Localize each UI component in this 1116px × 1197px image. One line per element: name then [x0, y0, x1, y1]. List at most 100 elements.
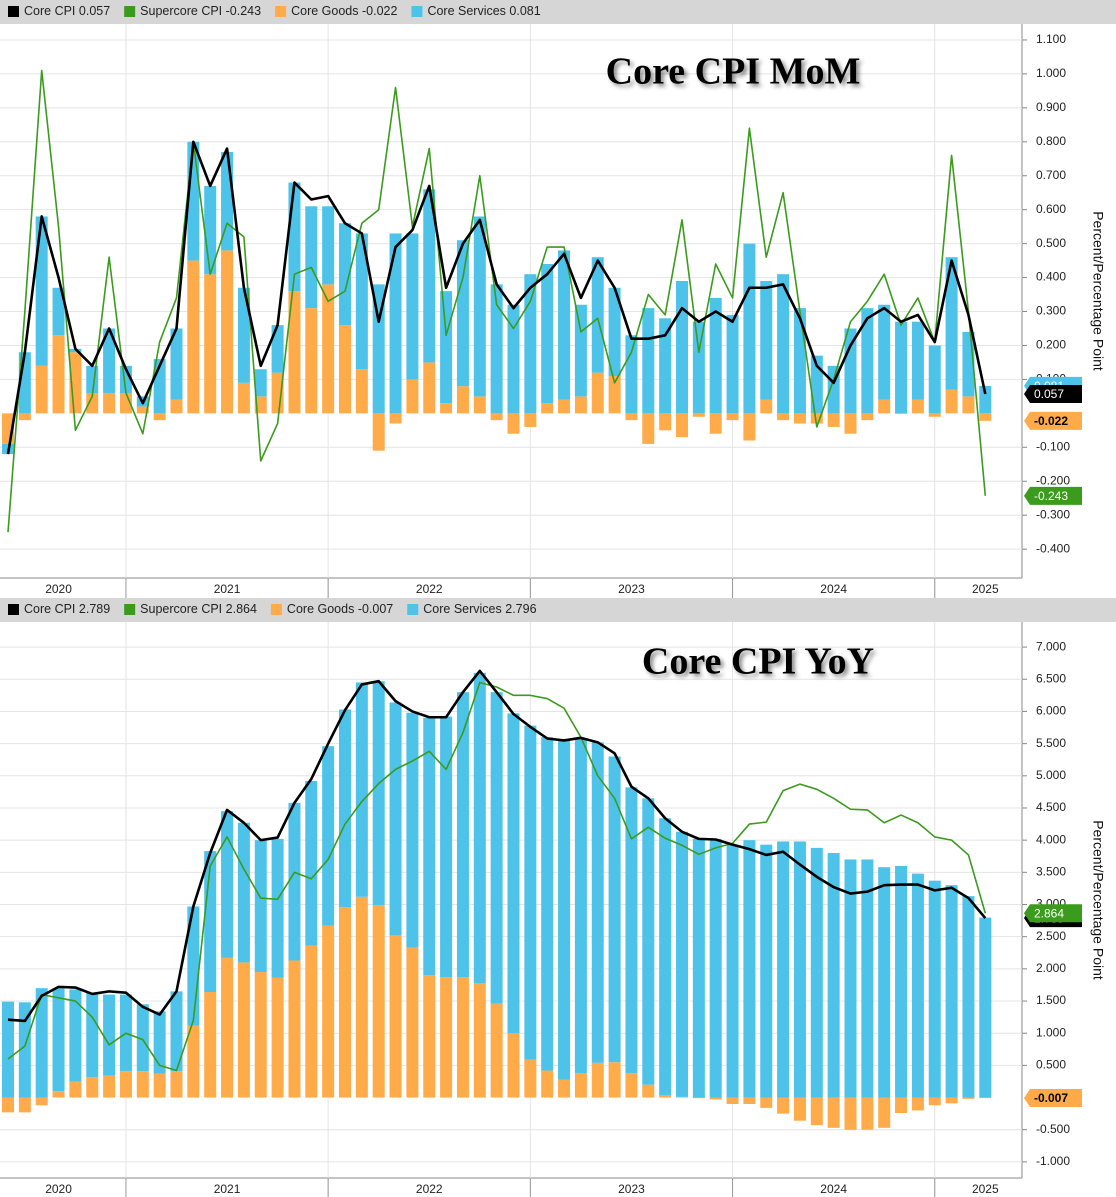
legend-value: 2.864	[226, 602, 257, 616]
bar	[692, 1097, 705, 1099]
bar	[254, 840, 267, 973]
bar	[608, 376, 621, 414]
bar	[339, 223, 351, 326]
bar	[322, 925, 335, 1098]
bar	[103, 1075, 116, 1098]
bar	[911, 873, 924, 1098]
bar	[136, 1071, 149, 1098]
bar	[473, 216, 486, 397]
bar	[339, 907, 351, 1098]
bar	[895, 865, 908, 1098]
bar	[574, 396, 587, 414]
bar	[524, 1059, 537, 1098]
y-tick-label: 0.200	[1036, 338, 1066, 352]
bar	[524, 725, 537, 1060]
y-tick-label: 6.500	[1036, 671, 1066, 685]
bar	[743, 413, 756, 441]
bar	[726, 1097, 739, 1104]
bar	[456, 386, 469, 414]
value-tag	[1024, 486, 1082, 505]
bar	[153, 413, 166, 421]
y-axis-label: Percent/Percentage Point	[1090, 820, 1106, 980]
bar	[288, 802, 301, 961]
y-tick-label: -1.000	[1036, 1154, 1070, 1168]
bar	[878, 399, 891, 414]
bar	[895, 321, 908, 414]
x-tick-label: 2022	[416, 582, 443, 596]
legend-value: -0.243	[226, 4, 261, 18]
y-tick-label: -0.100	[1036, 439, 1070, 453]
legend-name: Core Goods	[287, 602, 354, 616]
bar	[305, 308, 318, 414]
bar	[254, 369, 267, 397]
bar	[372, 681, 385, 906]
legend-value: 2.796	[505, 602, 536, 616]
legend-name: Core Services	[427, 4, 506, 18]
bar	[170, 328, 183, 400]
y-tick-label: 1.000	[1036, 1025, 1066, 1039]
legend-label: Core Services 2.796	[423, 602, 536, 616]
bar	[69, 989, 82, 1082]
bar	[793, 308, 806, 414]
legend-name: Core Services	[423, 602, 502, 616]
line	[7, 681, 987, 1072]
value-tag-label: -0.022	[1034, 414, 1068, 428]
bar	[305, 206, 318, 309]
value-tag	[1024, 411, 1082, 430]
bar	[355, 682, 368, 897]
value-tag	[1024, 904, 1082, 923]
bar	[541, 403, 554, 414]
bar	[777, 841, 790, 1098]
bar	[726, 413, 739, 421]
bar	[541, 263, 554, 404]
bar	[389, 233, 402, 414]
y-tick-label: 5.000	[1036, 768, 1066, 782]
bar	[507, 713, 520, 1034]
chart-title: Core CPI MoM	[606, 51, 861, 93]
y-tick-label: 4.500	[1036, 800, 1066, 814]
bar	[709, 297, 722, 414]
bar	[642, 798, 655, 1085]
bar	[35, 988, 48, 1098]
bar	[777, 274, 790, 414]
bar	[979, 917, 992, 1098]
panel: 7.000 6.500 6.000 5.500 5.000 4.500 4.000 3.500…	[0, 598, 1116, 1197]
bar	[574, 739, 587, 1074]
bar	[170, 991, 183, 1072]
bar	[793, 413, 806, 424]
bar	[743, 1097, 756, 1104]
bar	[103, 994, 116, 1076]
legend-name: Core CPI	[24, 4, 75, 18]
bar	[355, 233, 368, 370]
bar	[423, 717, 436, 976]
bar	[591, 742, 604, 1063]
bar	[221, 811, 234, 958]
bar	[423, 362, 436, 414]
bar	[895, 1097, 908, 1114]
chart-title: Core CPI YoY	[642, 641, 874, 683]
legend-swatch	[124, 604, 136, 615]
y-tick-label: 0.500	[1036, 236, 1066, 250]
bar	[86, 392, 99, 414]
line	[7, 669, 987, 1023]
bar	[726, 314, 739, 414]
bar	[170, 399, 183, 414]
bar	[861, 1097, 874, 1130]
value-tag-label: -0.007	[1034, 1091, 1068, 1105]
value-tag	[1024, 385, 1082, 404]
bar	[911, 321, 924, 400]
bar	[692, 321, 705, 414]
bar	[810, 413, 823, 424]
bar	[35, 365, 48, 414]
y-tick-label: 0.900	[1036, 100, 1066, 114]
bar	[574, 1073, 587, 1098]
y-tick-label: -0.300	[1036, 507, 1070, 521]
bar	[406, 947, 419, 1098]
legend-label: Core CPI 0.057	[24, 4, 110, 18]
legend-name: Supercore CPI	[140, 4, 222, 18]
bar	[878, 1097, 891, 1128]
bar	[86, 992, 99, 1077]
bar	[456, 240, 469, 387]
bar	[945, 257, 958, 390]
bar	[625, 335, 638, 414]
